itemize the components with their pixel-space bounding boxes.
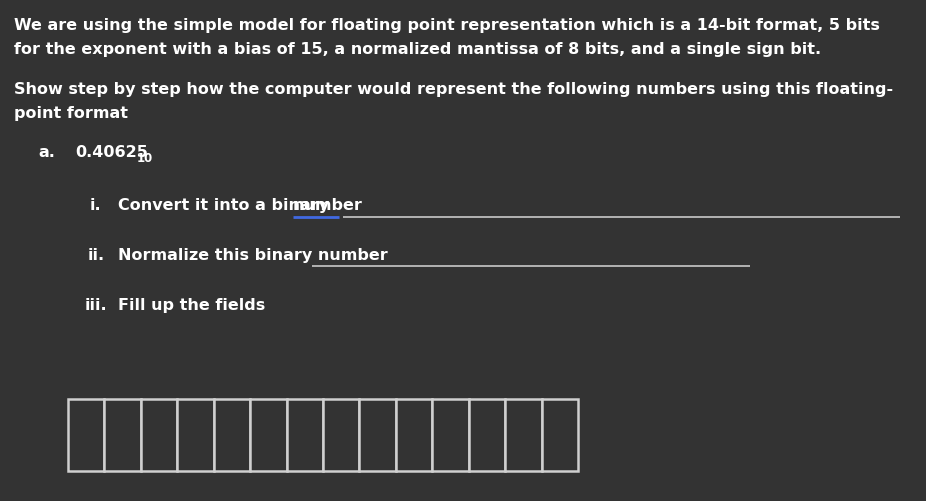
Text: iii.: iii. bbox=[85, 298, 107, 313]
Bar bbox=[542, 399, 578, 471]
Bar bbox=[469, 399, 506, 471]
Text: Convert it into a binary: Convert it into a binary bbox=[118, 197, 335, 212]
Bar bbox=[323, 399, 359, 471]
Text: i.: i. bbox=[90, 197, 102, 212]
Text: for the exponent with a bias of 15, a normalized mantissa of 8 bits, and a singl: for the exponent with a bias of 15, a no… bbox=[14, 42, 821, 57]
Text: Show step by step how the computer would represent the following numbers using t: Show step by step how the computer would… bbox=[14, 82, 893, 97]
Bar bbox=[359, 399, 395, 471]
Text: We are using the simple model for floating point representation which is a 14-bi: We are using the simple model for floati… bbox=[14, 18, 880, 33]
Text: 10: 10 bbox=[137, 152, 153, 165]
Text: a.: a. bbox=[38, 145, 55, 160]
Text: Fill up the fields: Fill up the fields bbox=[118, 298, 265, 313]
Text: Normalize this binary number: Normalize this binary number bbox=[118, 247, 388, 263]
Bar bbox=[286, 399, 323, 471]
Bar bbox=[506, 399, 542, 471]
Text: number: number bbox=[293, 197, 363, 212]
Bar bbox=[177, 399, 214, 471]
Text: 0.40625: 0.40625 bbox=[75, 145, 148, 160]
Bar bbox=[250, 399, 286, 471]
Text: ii.: ii. bbox=[88, 247, 106, 263]
Bar bbox=[395, 399, 432, 471]
Bar bbox=[105, 399, 141, 471]
Bar bbox=[68, 399, 105, 471]
Text: point format: point format bbox=[14, 106, 128, 121]
Bar bbox=[214, 399, 250, 471]
Bar bbox=[141, 399, 177, 471]
Bar bbox=[432, 399, 469, 471]
